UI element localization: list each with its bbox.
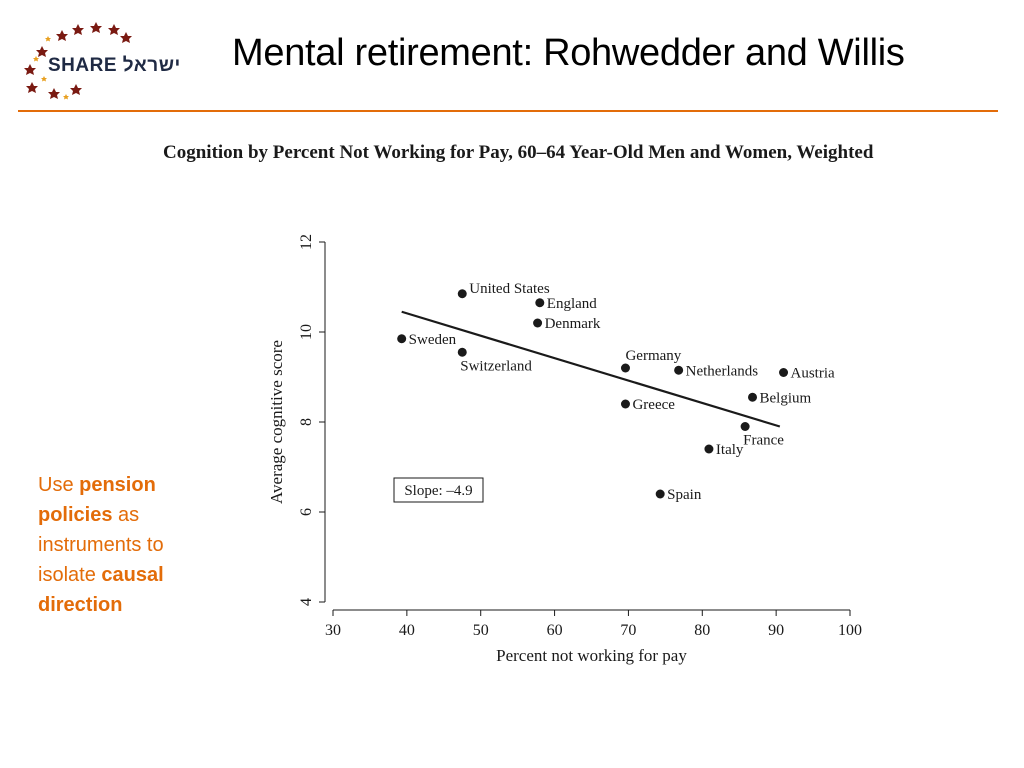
data-point-label: Netherlands: [686, 363, 759, 379]
chart-title: Cognition by Percent Not Working for Pay…: [163, 142, 874, 163]
data-point: [740, 422, 750, 431]
data-point-label: Sweden: [409, 332, 457, 348]
data-point-label: Belgium: [760, 390, 812, 406]
slope-annotation-box: [393, 477, 484, 503]
x-tick-label: 100: [838, 622, 862, 639]
side-note-part-3: as instruments to isolate: [38, 504, 164, 586]
data-point-label: England: [547, 296, 597, 312]
data-point: [620, 363, 630, 373]
y-tick-label: 8: [298, 418, 315, 426]
data-point: [779, 368, 789, 377]
side-note-part-2: pension policies: [38, 474, 156, 526]
y-tick-label: 10: [298, 324, 315, 340]
fit-line: [401, 310, 781, 428]
data-point-label: United States: [469, 281, 550, 297]
slope-annotation-group: Slope: –4.9: [393, 477, 484, 503]
data-point: [533, 318, 543, 328]
axes: 30 40 50 60 70 80 90 100 4 6 8 10 12 Percent not work…: [267, 234, 862, 665]
data-point: [397, 334, 407, 344]
fit-line-group: [401, 310, 781, 428]
logo-text: SHARE ישראל: [48, 55, 181, 76]
x-tick-label: 70: [620, 622, 636, 639]
data-point: [655, 489, 665, 499]
data-point: [674, 365, 684, 375]
x-tick-label: 80: [694, 622, 710, 639]
data-point-label: France: [743, 433, 784, 449]
side-note-part-1: Use: [38, 474, 80, 496]
data-point-label: Switzerland: [460, 358, 532, 374]
data-point-label: Spain: [667, 487, 702, 503]
share-israel-logo: SHARE ישראל: [18, 18, 218, 108]
logo-stars-icon: [24, 22, 132, 100]
x-tick-label: 90: [768, 622, 784, 639]
title-divider: [18, 110, 998, 112]
data-point: [748, 392, 758, 402]
data-point-label: Germany: [625, 348, 681, 364]
data-point: [535, 298, 545, 308]
slope-annotation-text: Slope: –4.9: [404, 483, 472, 499]
data-point-label: Austria: [791, 366, 836, 382]
side-note-part-4: causal direction: [38, 564, 164, 616]
data-point: [457, 347, 467, 357]
x-axis-label: Percent not working for pay: [496, 646, 687, 665]
y-axis-label: Average cognitive score: [267, 340, 286, 504]
data-point-label: Denmark: [545, 316, 601, 332]
x-tick-label: 50: [473, 622, 489, 639]
x-tick-label: 40: [399, 622, 415, 639]
data-point: [457, 289, 467, 299]
y-tick-label: 12: [298, 234, 315, 250]
page-title: Mental retirement: Rohwedder and Willis: [232, 32, 905, 74]
data-point: [704, 444, 714, 454]
data-point: [620, 399, 630, 409]
side-note: Use pension policies as instruments to i…: [38, 470, 218, 620]
data-point-label: Italy: [716, 442, 744, 458]
data-point-label: Greece: [632, 397, 675, 413]
y-tick-label: 6: [298, 508, 315, 516]
x-tick-label: 60: [547, 622, 563, 639]
x-tick-label: 30: [325, 622, 341, 639]
y-tick-label: 4: [298, 598, 315, 606]
